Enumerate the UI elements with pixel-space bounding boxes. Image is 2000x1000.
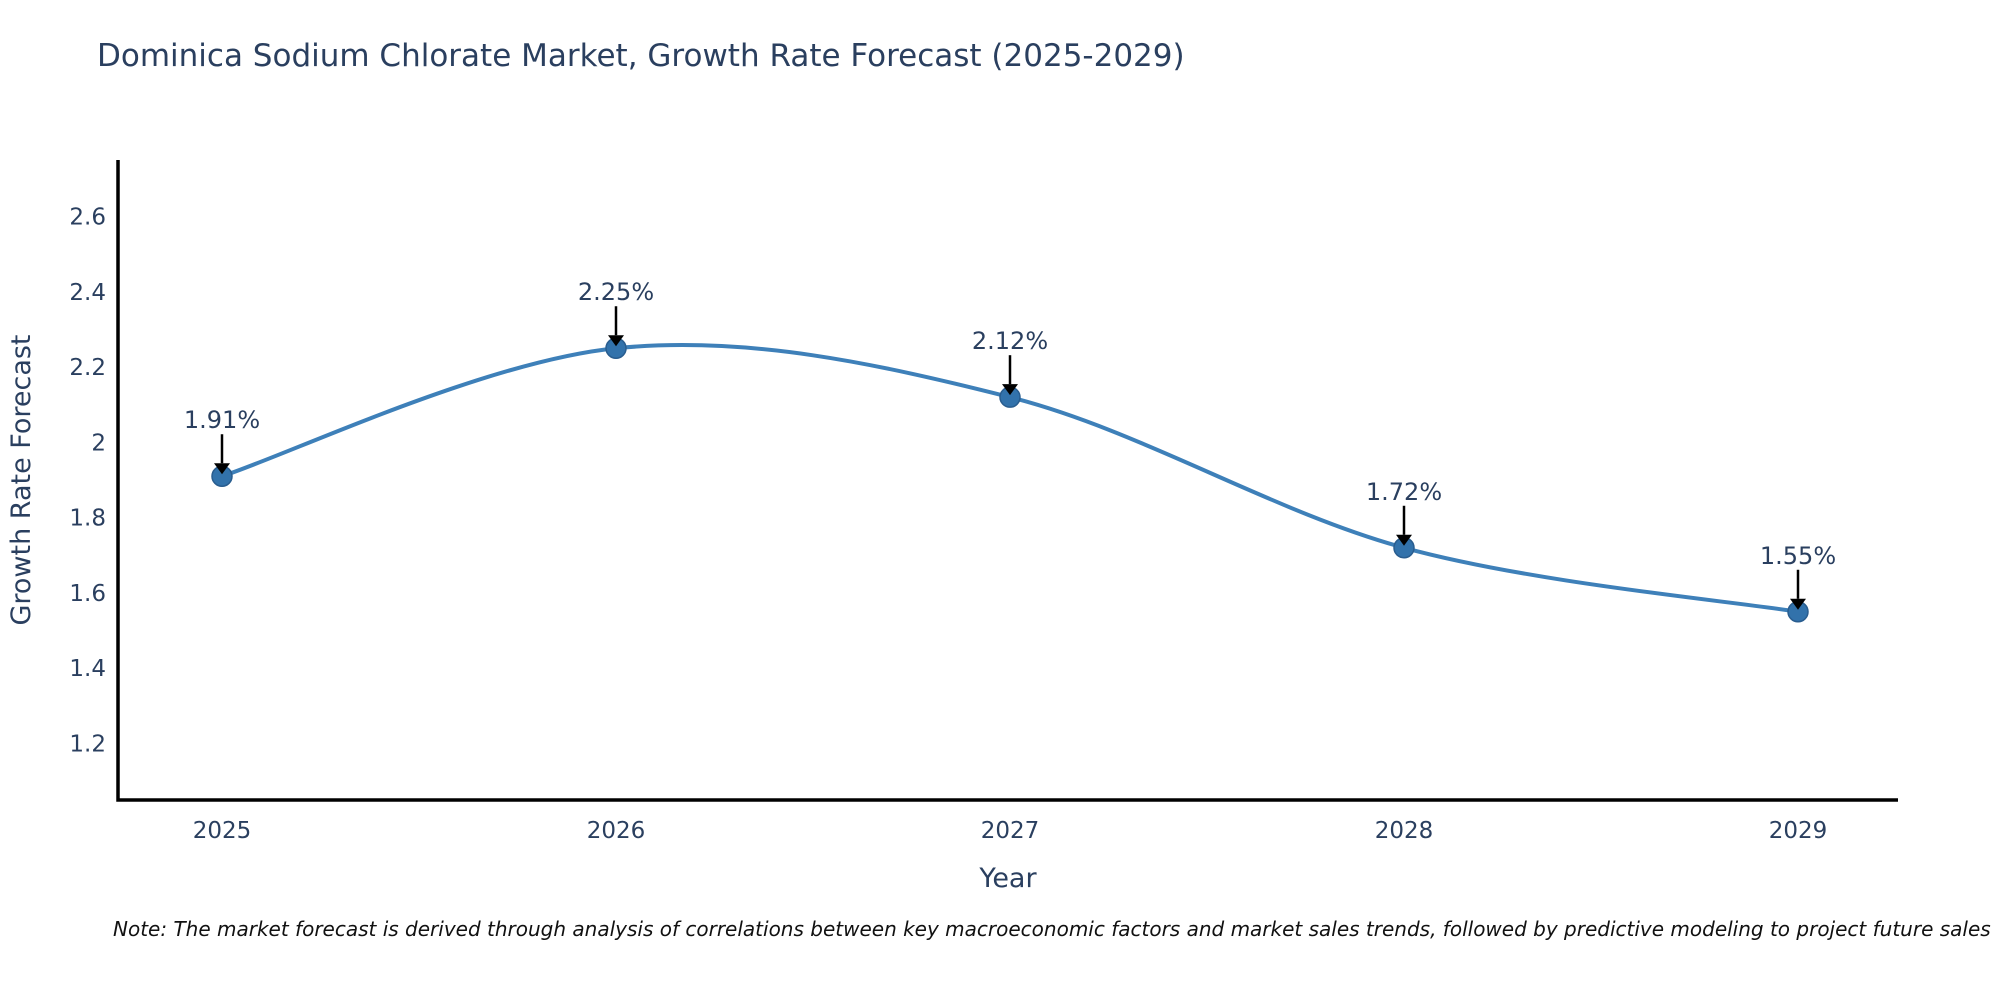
- annotation-arrow-head: [608, 335, 624, 347]
- y-tick-label: 1.2: [69, 732, 106, 758]
- y-tick-label: 2: [91, 430, 106, 456]
- y-axis-title: Growth Rate Forecast: [6, 334, 37, 625]
- axes-layer: 1.2 1.4 1.6 1.8 2 2.2 2.4 2.6 2025 2026 2027 2028 20…: [69, 160, 1898, 844]
- y-tick-label: 2.2: [69, 355, 106, 381]
- x-tick-label: 2027: [981, 818, 1040, 844]
- data-point-label: 1.72%: [1366, 478, 1442, 506]
- chart-title: Dominica Sodium Chlorate Market, Growth …: [97, 38, 1185, 74]
- x-tick-label: 2026: [587, 818, 646, 844]
- annotation-arrow-head: [214, 463, 230, 475]
- y-tick-label: 1.8: [69, 506, 106, 532]
- x-tick-label: 2029: [1769, 818, 1828, 844]
- axis-lines: [116, 160, 1898, 802]
- y-tick-label: 2.4: [69, 280, 106, 306]
- y-tick-label: 1.6: [69, 581, 106, 607]
- footnote: Note: The market forecast is derived thr…: [113, 917, 1991, 941]
- annotation-arrow-head: [1002, 384, 1018, 396]
- x-tick-label: 2028: [1375, 818, 1434, 844]
- data-point-label: 2.12%: [972, 327, 1048, 355]
- x-tick-label: 2025: [193, 818, 252, 844]
- annotation-layer: 1.91% 2.25% 2.12% 1.72% 1.55%: [184, 278, 1836, 610]
- data-point-label: 1.55%: [1760, 542, 1836, 570]
- y-tick-label: 1.4: [69, 656, 106, 682]
- data-point-label: 1.91%: [184, 406, 260, 434]
- data-point-label: 2.25%: [578, 278, 654, 306]
- x-axis-title: Year: [978, 863, 1037, 894]
- annotation-arrow-head: [1396, 534, 1412, 546]
- y-tick-label: 2.6: [69, 204, 106, 230]
- annotation-arrow-head: [1790, 598, 1806, 610]
